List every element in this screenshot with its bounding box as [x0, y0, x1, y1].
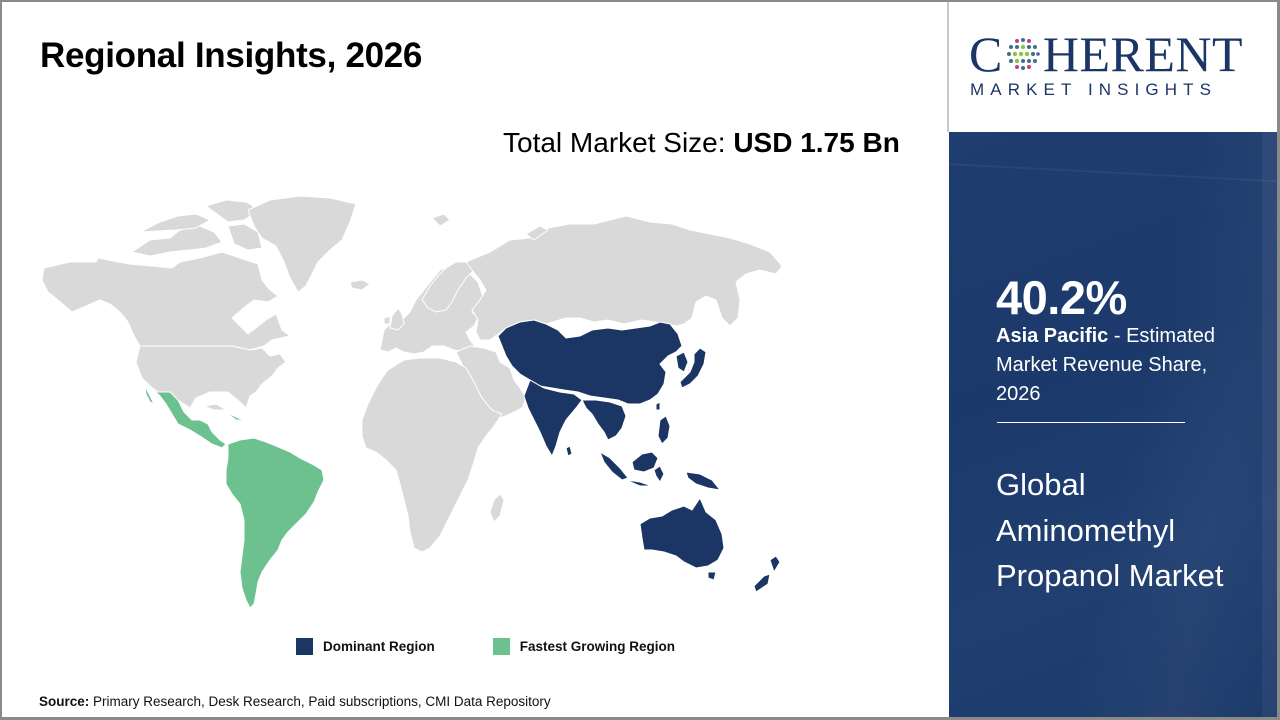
panel-divider — [947, 0, 949, 132]
source-note: Source: Primary Research, Desk Research,… — [39, 694, 551, 709]
legend-item-dominant: Dominant Region — [296, 638, 435, 655]
map-legend: Dominant Region Fastest Growing Region — [296, 638, 733, 655]
highlight-panel: 40.2% Asia Pacific - Estimated Market Re… — [949, 132, 1280, 720]
legend-swatch-dominant — [296, 638, 313, 655]
market-name: Global Aminomethyl Propanol Market — [996, 467, 1224, 593]
share-percentage: 40.2% — [996, 271, 1127, 324]
map-panel: Regional Insights, 2026 — [39, 36, 903, 709]
logo-letter-c: C — [969, 26, 1003, 82]
source-text: Primary Research, Desk Research, Paid su… — [89, 694, 551, 709]
globe-dots-icon — [1006, 38, 1040, 70]
market-size-value: USD 1.75 Bn — [733, 127, 900, 158]
map-region-fastest-growing — [144, 385, 325, 609]
legend-item-fastest-growing: Fastest Growing Region — [492, 638, 676, 655]
page-title: Regional Insights, 2026 — [40, 36, 423, 75]
logo-wordmark: C HERENT — [969, 28, 1243, 80]
market-size-label: Total Market Size: — [503, 127, 734, 158]
logo-letters-herent: HERENT — [1042, 26, 1244, 82]
source-label: Source: — [39, 694, 90, 709]
map-region-dominant — [497, 319, 781, 593]
logo-tagline: MARKET INSIGHTS — [970, 80, 1218, 99]
legend-label-fastest-growing: Fastest Growing Region — [519, 639, 676, 654]
panel-texture — [1058, 132, 1280, 720]
brand-logo: C HERENT MARKET INSIGHTS — [949, 0, 1280, 132]
info-panel: C HERENT MARKET INSIGHTS 40.2% Asia Paci… — [949, 0, 1280, 720]
share-description: Asia Pacific - Estimated Market Revenue … — [996, 322, 1256, 409]
share-description-text: - Estimated Market Revenue Share, 2026 — [996, 325, 1215, 405]
total-market-size: Total Market Size: USD 1.75 Bn — [503, 124, 903, 162]
legend-swatch-fastest-growing — [492, 638, 510, 655]
separator-line — [997, 422, 1185, 423]
legend-label-dominant: Dominant Region — [323, 639, 435, 654]
share-region: Asia Pacific — [996, 325, 1109, 347]
map-region-other — [41, 195, 783, 553]
world-map — [41, 195, 783, 609]
panel-texture-edge — [1262, 132, 1280, 720]
